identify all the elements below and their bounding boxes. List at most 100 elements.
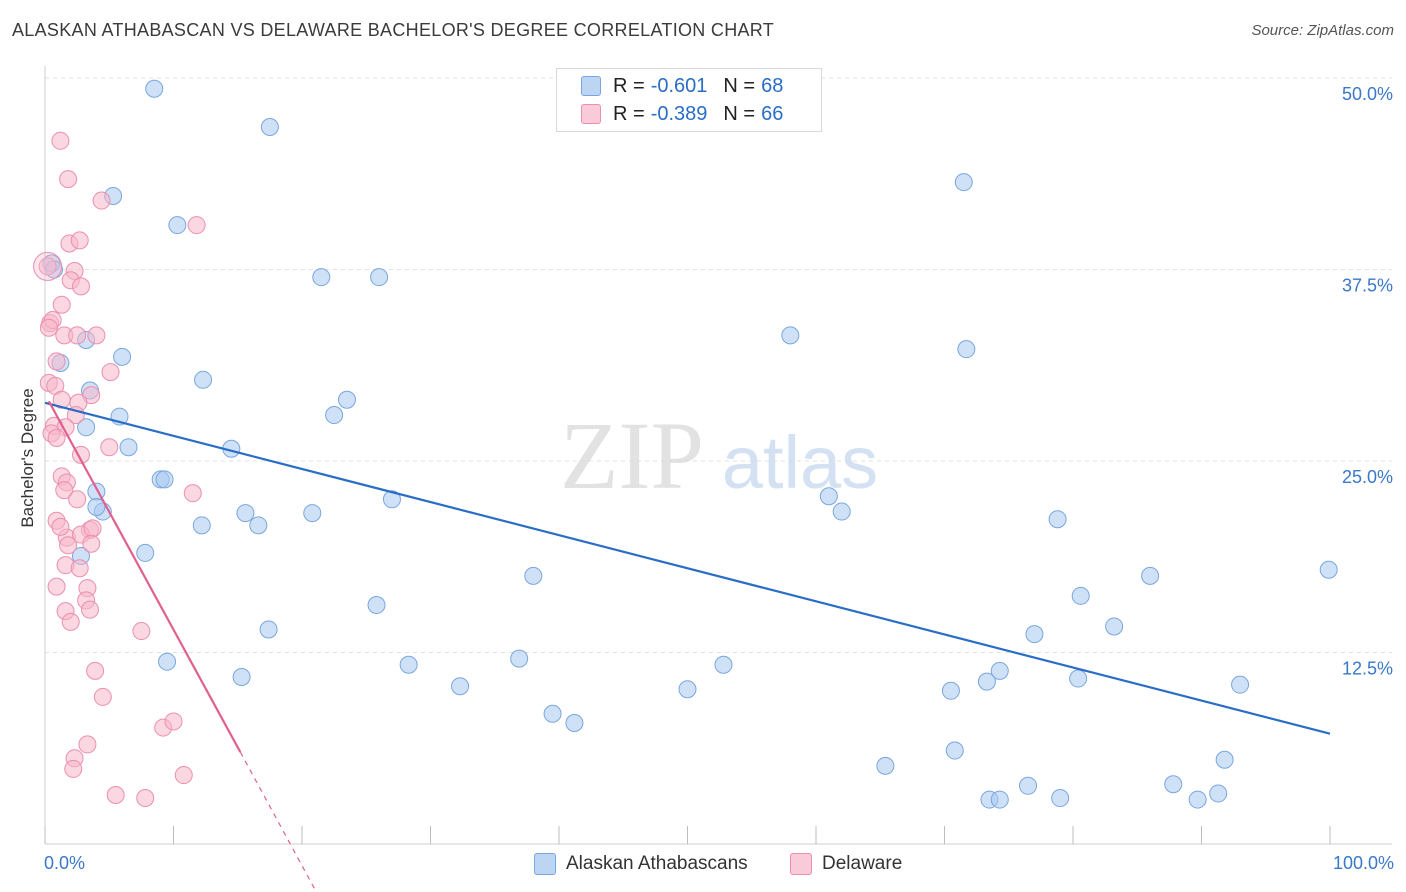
legend-r-value: -0.601 — [650, 74, 708, 97]
data-point-delaware — [93, 687, 112, 706]
data-point-athabascan — [832, 502, 851, 521]
data-point-athabascan — [249, 516, 268, 535]
legend-n-value: 68 — [761, 74, 784, 97]
data-point-athabascan — [1319, 560, 1338, 579]
data-point-athabascan — [781, 326, 800, 345]
bottom-legend-swatch-blue — [534, 853, 556, 875]
x-tick-label: 0.0% — [44, 853, 85, 873]
data-point-delaware — [64, 759, 83, 778]
y-axis-label: Bachelor's Degree — [18, 388, 37, 527]
data-point-athabascan — [303, 504, 322, 523]
grid-lines — [45, 77, 1392, 653]
data-point-delaware — [59, 536, 78, 555]
data-point-athabascan — [1105, 617, 1124, 636]
data-point-delaware — [71, 277, 90, 296]
data-point-delaware — [33, 251, 63, 281]
data-point-delaware — [174, 766, 193, 785]
data-point-delaware — [187, 216, 206, 235]
data-point-athabascan — [1069, 669, 1088, 688]
trend-line-delaware-extension — [239, 751, 318, 892]
data-point-athabascan — [370, 268, 389, 287]
trend-line-delaware — [47, 400, 242, 753]
data-point-athabascan — [259, 620, 278, 639]
data-point-delaware — [164, 712, 183, 731]
data-point-delaware — [55, 481, 74, 500]
data-point-delaware — [51, 131, 70, 150]
data-point-athabascan — [194, 370, 213, 389]
data-point-delaware — [101, 363, 120, 382]
bottom-legend-swatch-pink — [790, 853, 812, 875]
data-point-athabascan — [382, 490, 401, 509]
data-point-delaware — [183, 484, 202, 503]
data-point-athabascan — [119, 438, 138, 457]
watermark: ZIP atlas — [560, 402, 878, 509]
data-point-athabascan — [941, 681, 960, 700]
data-point-athabascan — [990, 790, 1009, 809]
axis-labels: 12.5% 25.0% 37.5% 50.0% 0.0% 100.0% — [44, 84, 1394, 873]
data-point-athabascan — [168, 216, 187, 235]
data-point-delaware — [68, 326, 87, 345]
data-point-athabascan — [945, 741, 964, 760]
data-point-athabascan — [957, 340, 976, 359]
data-point-athabascan — [678, 680, 697, 699]
data-point-delaware — [82, 534, 101, 553]
legend-row-athabascan: R = -0.601 N = 68 — [581, 73, 783, 99]
data-point-athabascan — [565, 713, 584, 732]
data-point-athabascan — [990, 661, 1009, 680]
x-tick-label: 100.0% — [1333, 853, 1394, 873]
data-point-delaware — [70, 231, 89, 250]
legend-r-label: R = — [613, 102, 645, 125]
legend-r-label: R = — [613, 74, 645, 97]
data-point-athabascan — [1215, 750, 1234, 769]
legend-n-label: N = — [723, 74, 756, 97]
data-point-athabascan — [399, 655, 418, 674]
legend-r-value: -0.389 — [650, 102, 708, 125]
data-point-athabascan — [954, 173, 973, 192]
correlation-legend: R = -0.601 N = 68 R = -0.389 N = 66 — [556, 68, 822, 132]
data-point-athabascan — [1051, 789, 1070, 808]
data-point-athabascan — [451, 677, 470, 696]
data-point-athabascan — [1141, 566, 1160, 585]
y-tick-label: 25.0% — [1342, 467, 1393, 487]
data-point-athabascan — [145, 79, 164, 98]
legend-n-label: N = — [723, 102, 756, 125]
bottom-legend-label-delaware: Delaware — [822, 853, 903, 874]
data-point-delaware — [39, 318, 58, 337]
data-point-delaware — [86, 661, 105, 680]
trend-lines — [44, 400, 1331, 892]
data-point-delaware — [47, 352, 66, 371]
y-tick-label: 37.5% — [1342, 276, 1393, 296]
chart-title: ALASKAN ATHABASCAN VS DELAWARE BACHELOR'… — [12, 20, 775, 40]
data-point-athabascan — [325, 406, 344, 425]
data-point-delaware — [61, 612, 80, 631]
data-point-athabascan — [510, 649, 529, 668]
watermark-zip: ZIP — [560, 402, 704, 509]
data-point-delaware — [80, 600, 99, 619]
data-point-athabascan — [155, 470, 174, 489]
data-point-delaware — [100, 438, 119, 457]
data-point-athabascan — [1025, 625, 1044, 644]
data-point-delaware — [83, 519, 102, 538]
data-point-athabascan — [77, 418, 96, 437]
y-tick-label: 50.0% — [1342, 84, 1393, 104]
legend-row-delaware: R = -0.389 N = 66 — [581, 101, 783, 127]
trend-line-athabascan — [44, 401, 1331, 735]
data-point-delaware — [132, 622, 151, 641]
source-label: Source: ZipAtlas.com — [1251, 22, 1394, 39]
data-point-athabascan — [367, 596, 386, 615]
data-point-athabascan — [1188, 790, 1207, 809]
bottom-legend-delaware: Delaware — [790, 852, 902, 876]
data-point-athabascan — [1231, 675, 1250, 694]
data-point-delaware — [47, 429, 66, 448]
data-point-delaware — [51, 517, 70, 536]
data-point-delaware — [52, 295, 71, 314]
axes — [44, 66, 1392, 845]
data-point-delaware — [136, 789, 155, 808]
data-point-delaware — [70, 559, 89, 578]
data-point-athabascan — [819, 487, 838, 506]
legend-swatch-blue — [581, 76, 601, 96]
watermark-atlas: atlas — [722, 421, 878, 504]
data-point-athabascan — [876, 756, 895, 775]
data-point-athabascan — [977, 672, 996, 691]
